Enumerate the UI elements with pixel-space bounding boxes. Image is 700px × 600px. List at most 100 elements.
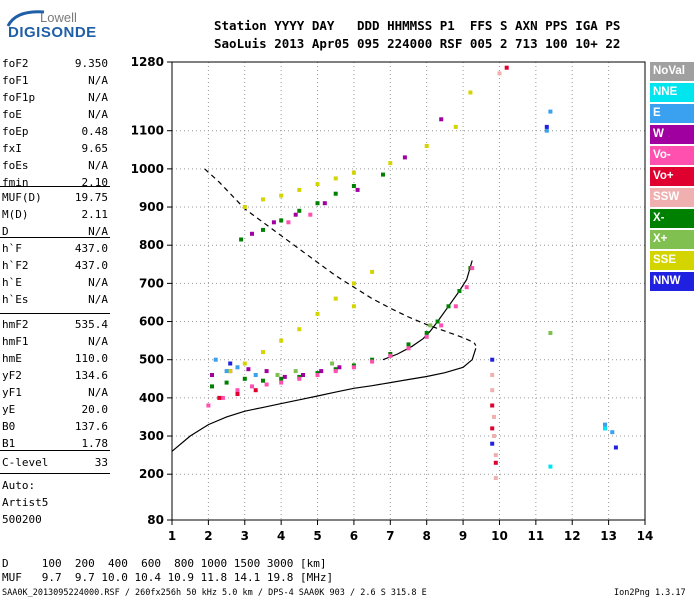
y-tick-label: 600	[139, 315, 164, 329]
echo-point	[293, 212, 298, 217]
echo-point	[490, 357, 495, 362]
autoscale-note: Auto:	[2, 479, 36, 492]
echo-point	[333, 369, 338, 374]
param-row-clevel: C-level 33	[2, 454, 108, 471]
param-row-hme: hmE 110.0	[2, 350, 108, 367]
echo-point	[470, 266, 475, 271]
x-tick-label: 2	[204, 529, 212, 543]
y-tick-label: 700	[139, 276, 164, 290]
x-tick-label: 10	[491, 529, 508, 543]
echo-point	[464, 285, 469, 290]
echo-point	[224, 369, 229, 374]
echo-point	[279, 218, 284, 223]
echo-point	[224, 380, 229, 385]
logo-digisonde-text: DIGISONDE	[8, 24, 97, 41]
echo-point	[439, 117, 444, 122]
param-name: fxI	[2, 142, 22, 155]
echo-point	[493, 476, 498, 480]
param-value: 2.10	[81, 176, 109, 189]
echo-point	[217, 395, 222, 400]
param-value: 19.75	[74, 191, 108, 204]
header-columns: Station YYYY DAY DDD HHMMSS P1 FFS S AXN…	[214, 18, 621, 33]
param-value: N/A	[88, 159, 108, 172]
y-tick-label: 1000	[131, 162, 164, 176]
param-name: hmF2	[2, 318, 29, 331]
param-row-hf: h`F 437.0	[2, 240, 108, 257]
param-name: h`F2	[2, 259, 29, 272]
x-tick-label: 9	[459, 529, 467, 543]
y-tick-label: 200	[139, 467, 164, 481]
param-value: N/A	[88, 386, 108, 399]
echo-point	[322, 201, 327, 206]
param-row-fof2: foF2 9.350	[2, 55, 108, 72]
param-name: yF2	[2, 369, 22, 382]
param-value: N/A	[88, 108, 108, 121]
param-row-b1: B1 1.78	[2, 435, 108, 452]
echo-point	[490, 426, 495, 431]
legend-item-xplus: X+	[650, 230, 694, 249]
echo-point	[613, 445, 618, 450]
param-name: foEs	[2, 159, 29, 172]
autoscale-note: Artist5	[2, 496, 49, 509]
y-tick-label: 1100	[131, 124, 164, 138]
echo-point	[319, 369, 324, 374]
panel-separator	[0, 473, 110, 474]
echo-point	[297, 376, 302, 381]
param-value: 137.6	[74, 420, 108, 433]
param-row-foep: foEp 0.48	[2, 123, 108, 140]
param-value: 2.11	[81, 208, 109, 221]
param-row-fmin: fmin 2.10	[2, 174, 108, 191]
legend-item-voplus: Vo+	[650, 167, 694, 186]
echo-point	[301, 373, 305, 377]
echo-point	[490, 388, 495, 393]
param-value: 9.350	[74, 57, 108, 70]
param-value: 535.4	[74, 318, 108, 331]
echo-point	[315, 201, 320, 206]
echo-point	[235, 392, 240, 396]
echo-point	[453, 304, 458, 309]
param-name: hmE	[2, 352, 22, 365]
echo-point	[351, 281, 356, 286]
echo-point	[297, 208, 302, 213]
echo-point	[402, 155, 407, 160]
parameter-panel: foF2 9.350 foF1 N/A foF1p N/A foE N/A foEp 0.48 fx…	[0, 0, 112, 540]
param-row-b0: B0 137.6	[2, 418, 108, 435]
legend-item-w: W	[650, 125, 694, 144]
logo-lowell-text: Lowell	[40, 10, 77, 25]
echo-point	[261, 227, 265, 232]
param-row-fxi: fxI 9.65	[2, 140, 108, 157]
echo-point	[228, 361, 233, 366]
echo-point	[242, 376, 247, 381]
echo-point	[603, 426, 607, 431]
panel-separator	[0, 237, 110, 238]
x-tick-label: 12	[564, 529, 581, 543]
param-row-foes: foEs N/A	[2, 157, 108, 174]
echo-point	[424, 144, 429, 148]
echo-point	[351, 184, 356, 188]
param-row-ye: yE 20.0	[2, 401, 108, 418]
echo-point	[610, 430, 615, 435]
echo-point	[282, 374, 287, 379]
panel-separator	[0, 313, 110, 314]
echo-point	[308, 212, 313, 217]
param-value: 20.0	[81, 403, 109, 416]
param-row-md: M(D) 2.11	[2, 206, 108, 223]
legend-item-xminus: X-	[650, 209, 694, 228]
param-name: B1	[2, 437, 16, 450]
echo-point	[250, 384, 254, 389]
echo-point	[355, 187, 360, 192]
param-name: h`Es	[2, 293, 29, 306]
echo-point	[370, 359, 375, 364]
echo-point	[210, 373, 214, 377]
x-tick-label: 3	[241, 529, 249, 543]
echo-point	[468, 90, 473, 95]
echo-point	[286, 220, 291, 225]
echo-point	[406, 346, 411, 351]
x-tick-label: 13	[600, 529, 617, 543]
param-name: foE	[2, 108, 22, 121]
echo-point	[333, 191, 338, 196]
param-value: N/A	[88, 225, 108, 238]
echo-point	[297, 187, 302, 192]
param-value: 437.0	[74, 242, 108, 255]
